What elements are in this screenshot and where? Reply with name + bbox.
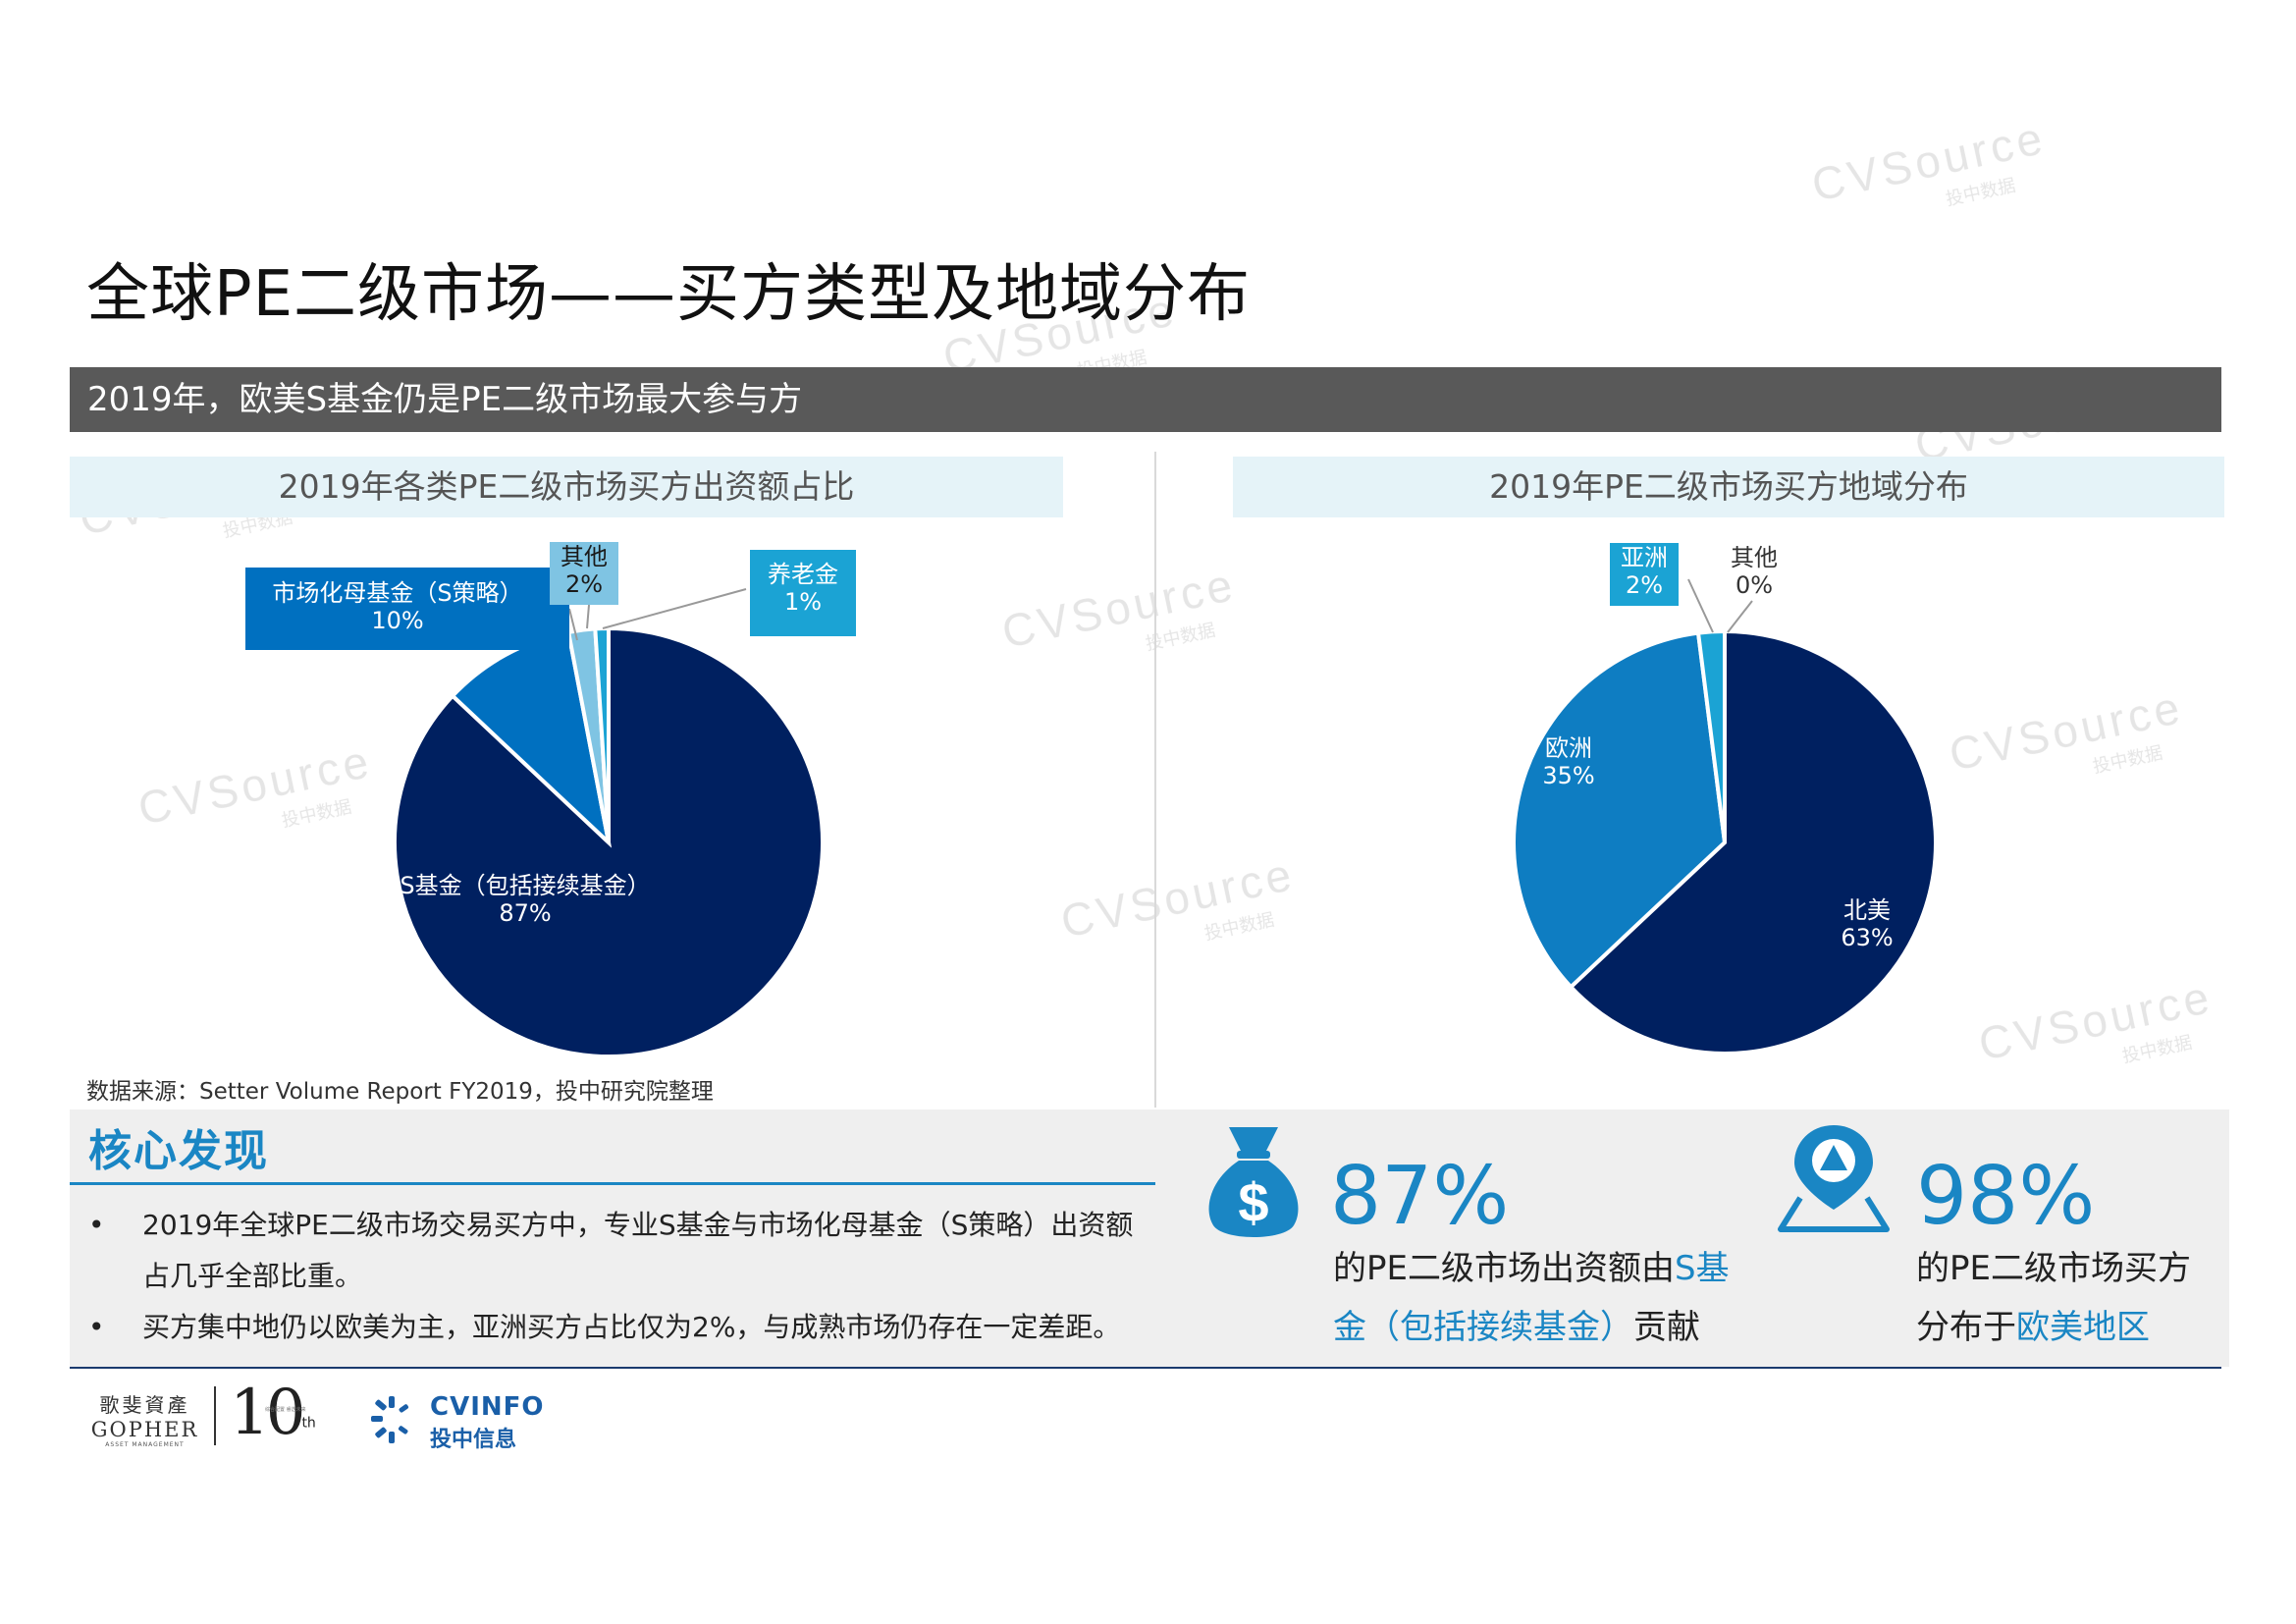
- right-chart-title: 2019年PE二级市场买方地域分布: [1233, 457, 2224, 517]
- stat-text-post: 贡献: [1633, 1308, 1700, 1347]
- pie-slice: [1695, 628, 1727, 843]
- slice-value-label: 87%: [499, 899, 551, 927]
- leader-line: [568, 608, 578, 641]
- stat-text-highlight: S基金（包括接续基金）: [1333, 1249, 1730, 1347]
- slice-label: S基金（包括接续基金）: [400, 872, 650, 899]
- slice-value-label: 63%: [1841, 924, 1893, 951]
- leader-line: [602, 588, 747, 629]
- cvinfo-logo-text: CVINFO 投中信息: [430, 1392, 545, 1453]
- cvinfo-cn: 投中信息: [430, 1428, 517, 1452]
- findings-bottom-line: [70, 1367, 2221, 1369]
- cvinfo-logo-icon: [371, 1396, 409, 1443]
- stat-98-text: 的PE二级市场买方分布于欧美地区: [1916, 1239, 2211, 1357]
- stat-text-pre: 的PE二级市场出资额由: [1333, 1249, 1675, 1288]
- gopher-logo-en: GOPHER: [90, 1418, 199, 1441]
- slice-value-label: 2%: [565, 570, 603, 598]
- finding-bullet: • 2019年全球PE二级市场交易买方中，专业S基金与市场化母基金（S策略）出资…: [88, 1200, 1158, 1302]
- slice-label: 北美: [1843, 896, 1891, 924]
- location-pin-icon: [1778, 1125, 1890, 1232]
- slice-value-label: 10%: [371, 607, 423, 634]
- bullet-text-line: 2019年全球PE二级市场交易买方中，专业S基金与市场化母基金（S策略）出资额: [142, 1209, 1134, 1241]
- pie-chart-1: [1512, 628, 1938, 1056]
- leader-line: [586, 604, 590, 629]
- slice-label: 其他: [1731, 544, 1778, 571]
- leader-line: [1727, 600, 1753, 633]
- slice-label-box: [1610, 543, 1679, 606]
- subtitle-bar: 2019年，欧美S基金仍是PE二级市场最大参与方: [70, 367, 2221, 432]
- data-source: 数据来源：Setter Volume Report FY2019，投中研究院整理: [86, 1079, 714, 1105]
- slice-label: 市场化母基金（S策略）: [272, 579, 522, 607]
- panel-divider: [1154, 452, 1156, 1108]
- slice-label-box: [750, 550, 856, 636]
- gopher-logo-cn: 歌斐資產: [99, 1393, 190, 1417]
- findings-underline: [70, 1182, 1155, 1185]
- money-bag-icon: $: [1208, 1127, 1299, 1237]
- stat-87-number: 87%: [1330, 1150, 1510, 1243]
- findings-title: 核心发现: [88, 1126, 269, 1176]
- svg-text:$: $: [1238, 1171, 1268, 1233]
- pie-slice: [593, 625, 611, 843]
- leader-line: [1687, 578, 1714, 633]
- pie-slice: [1512, 630, 1728, 991]
- tenth-slogan: 综合配置 睿选未来: [265, 1407, 306, 1413]
- gopher-logo-sub: ASSET MANAGEMENT: [105, 1441, 185, 1448]
- stat-text-highlight: 欧美地区: [2016, 1308, 2150, 1347]
- tenth-number: 10: [230, 1377, 305, 1449]
- page-title: 全球PE二级市场——买方类型及地域分布: [86, 258, 1252, 331]
- bullet-text-line: 占几乎全部比重。: [142, 1260, 363, 1292]
- stat-98-number: 98%: [1916, 1150, 2096, 1243]
- stat-87-text: 的PE二级市场出资额由S基金（包括接续基金）贡献: [1333, 1239, 1745, 1357]
- tenth-anniversary-logo: 10th 综合配置 睿选未来: [230, 1377, 316, 1449]
- bullet-dot: •: [88, 1311, 105, 1343]
- slice-value-label: 2%: [1626, 571, 1663, 599]
- slice-label: 养老金: [768, 561, 838, 588]
- slice-label: 亚洲: [1621, 544, 1668, 571]
- bullet-text-line: 买方集中地仍以欧美为主，亚洲买方占比仅为2%，与成熟市场仍存在一定差距。: [142, 1311, 1121, 1343]
- pie-slice: [1568, 628, 1938, 1056]
- pie-chart-0: [393, 625, 825, 1058]
- slice-value-label: 35%: [1542, 762, 1594, 789]
- slice-value-label: 1%: [784, 588, 822, 616]
- slice-value-label: 0%: [1735, 571, 1773, 599]
- slice-label: 其他: [561, 543, 608, 570]
- finding-bullet: • 买方集中地仍以欧美为主，亚洲买方占比仅为2%，与成熟市场仍存在一定差距。: [88, 1302, 1158, 1353]
- tenth-suffix: th: [301, 1415, 316, 1432]
- slice-label: 欧洲: [1545, 734, 1592, 762]
- left-chart-title: 2019年各类PE二级市场买方出资额占比: [70, 457, 1063, 517]
- slice-label-box: [245, 568, 569, 650]
- logo-separator: [214, 1386, 216, 1445]
- bullet-dot: •: [88, 1209, 105, 1241]
- slice-label-box: [550, 542, 618, 605]
- gopher-logo: 歌斐資產 GOPHER ASSET MANAGEMENT: [88, 1389, 201, 1448]
- cvinfo-en: CVINFO: [430, 1392, 545, 1422]
- stat-text-pre: 的PE二级市场买方分布于: [1916, 1249, 2191, 1347]
